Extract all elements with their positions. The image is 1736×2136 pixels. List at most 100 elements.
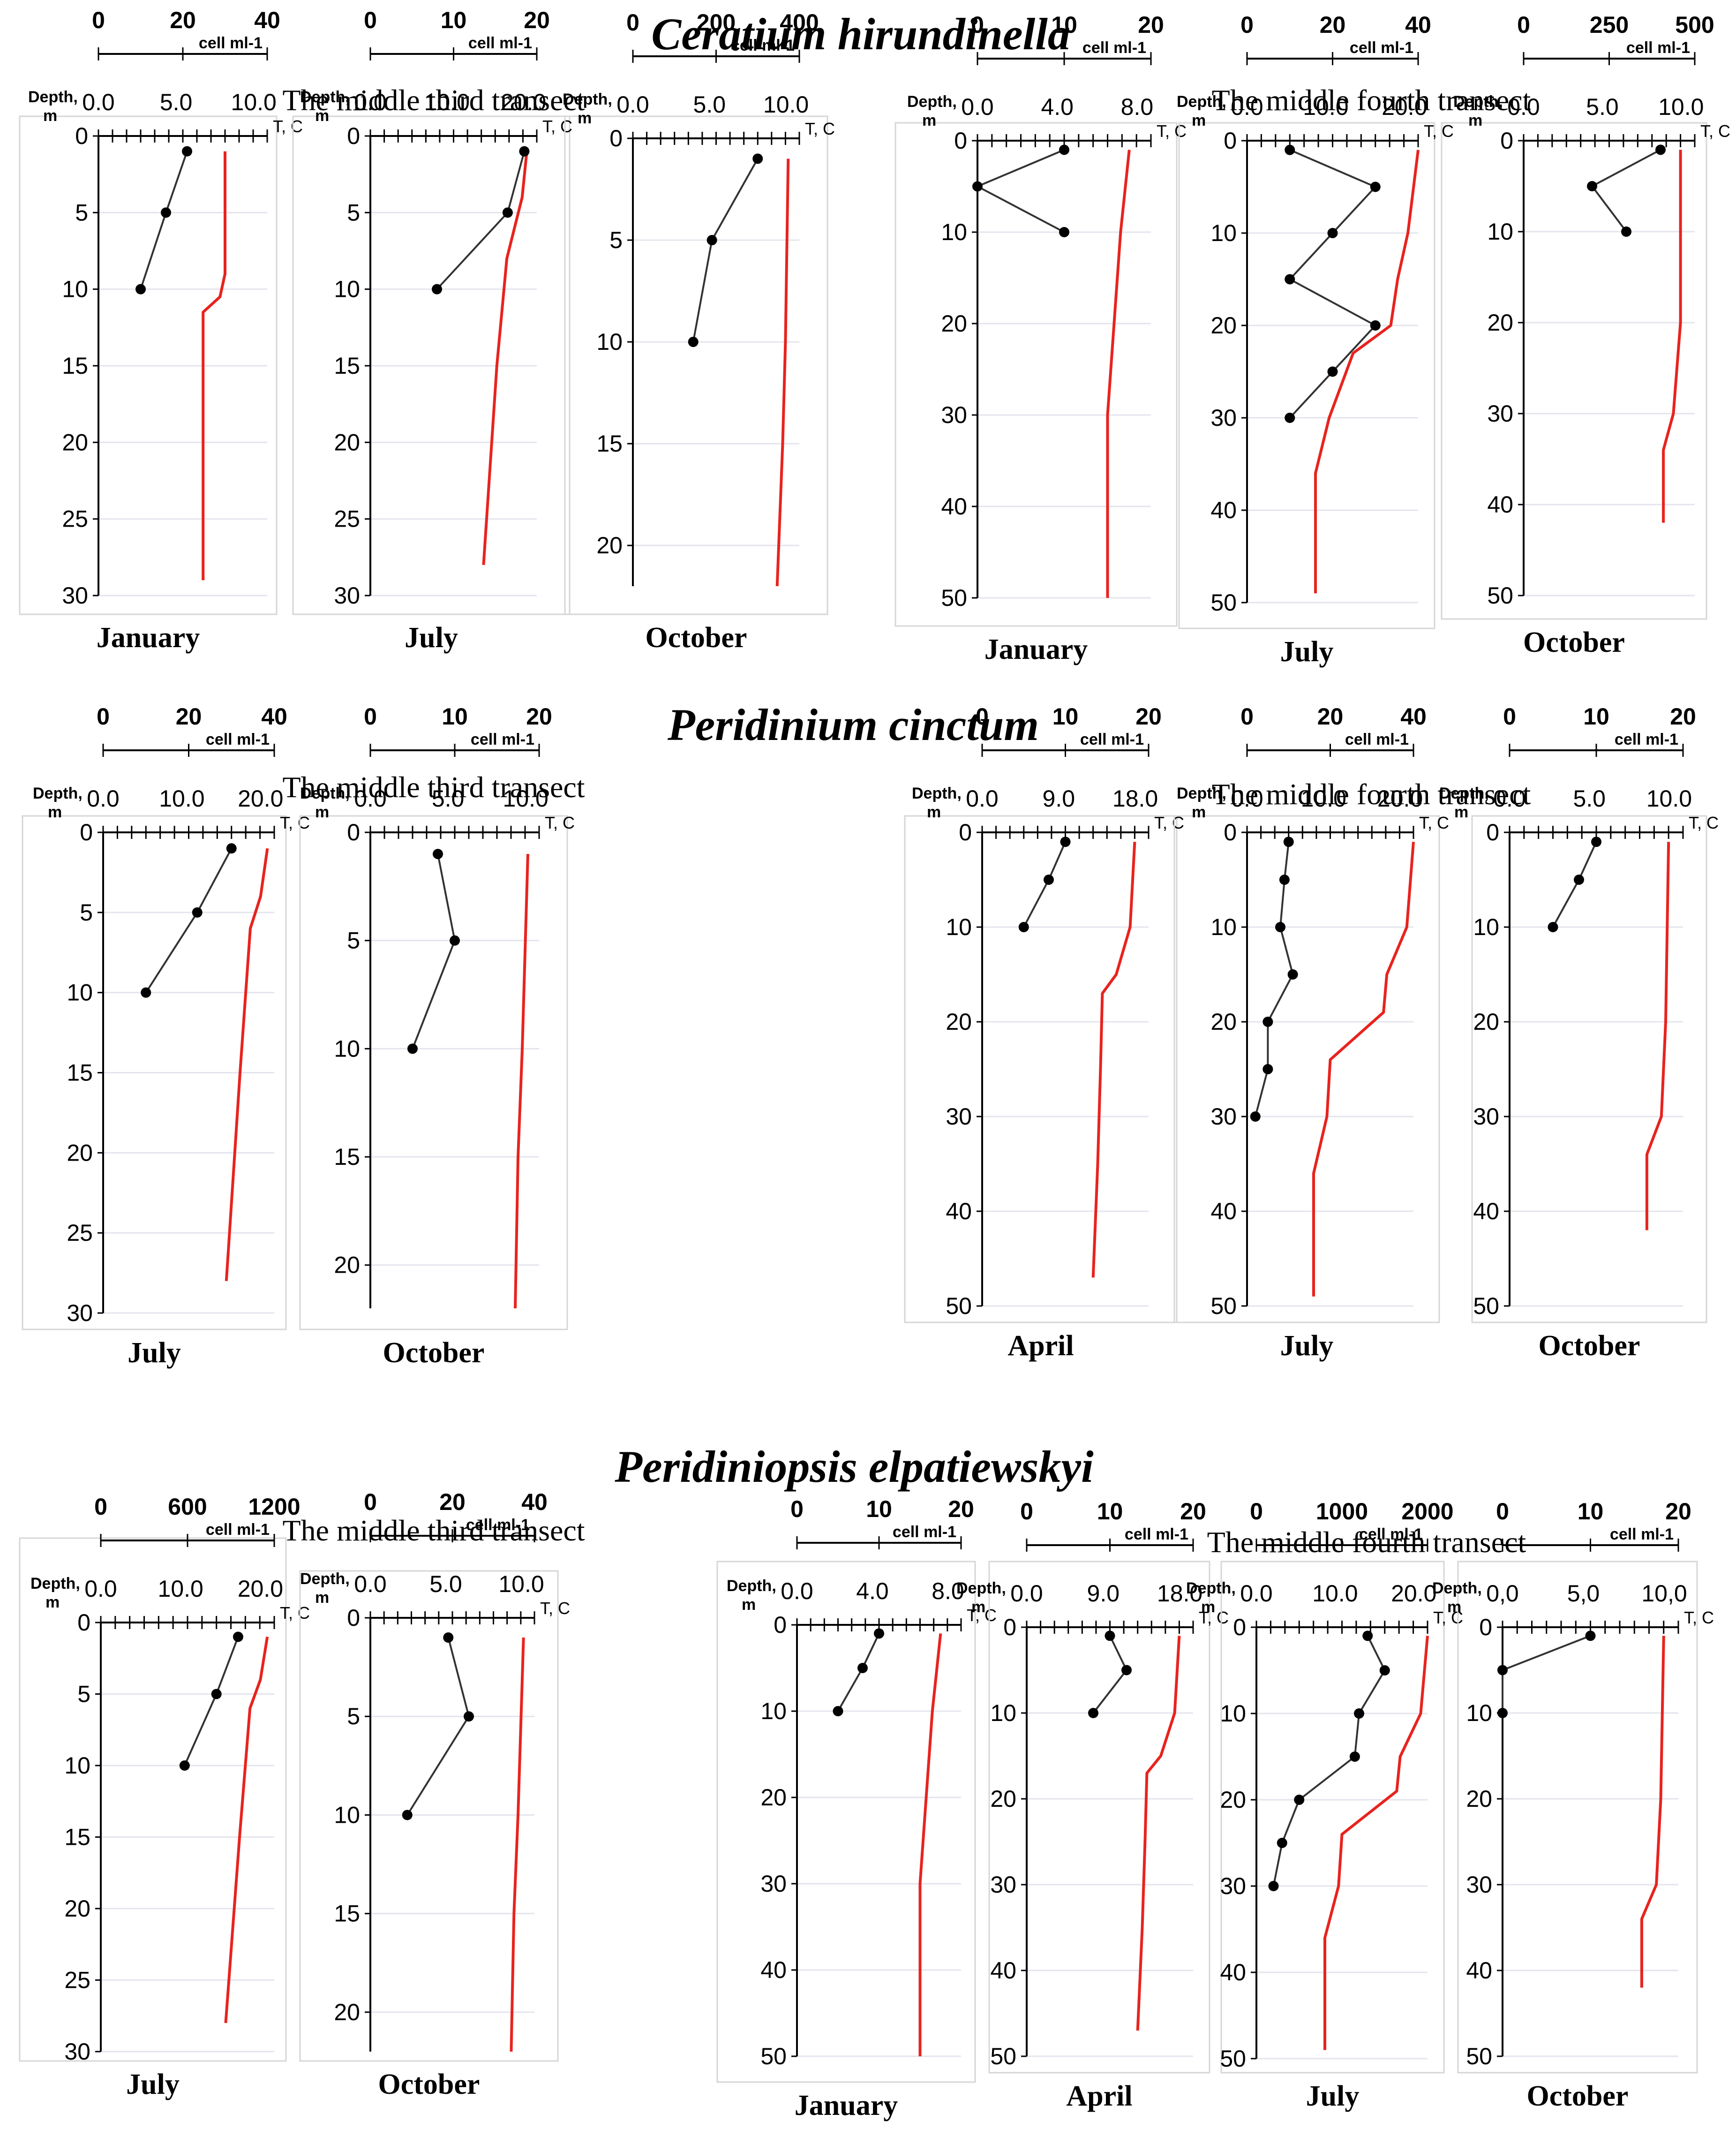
- cell-point: [1268, 1881, 1279, 1891]
- cell-profile: [183, 1636, 239, 1766]
- temperature-axis-label: T, C: [542, 117, 572, 136]
- cell-profile: [436, 151, 526, 290]
- cell-tick-label: 20: [526, 703, 552, 730]
- cell-tick-label: 20: [1138, 12, 1164, 38]
- transect-heading-1-0: The middle third transect: [282, 770, 585, 804]
- cell-tick-label: 0: [1240, 703, 1254, 730]
- depth-tick-label: 30: [334, 582, 360, 609]
- depth-tick-label: 0: [609, 125, 623, 151]
- cell-point: [1121, 1665, 1132, 1676]
- cell-point: [752, 153, 763, 164]
- cell-tick-label: 20: [1320, 12, 1346, 38]
- depth-tick-label: 50: [946, 1293, 972, 1319]
- temperature-tick-label: 5.0: [160, 89, 193, 115]
- panel-frame: [1173, 815, 1440, 1323]
- cell-point: [182, 146, 192, 157]
- depth-tick-label: 10: [62, 276, 88, 302]
- cell-tick-label: 40: [261, 703, 287, 730]
- depth-tick-label: 30: [1487, 400, 1513, 427]
- temperature-tick-label: 8.0: [932, 1578, 964, 1604]
- cell-profile: [1502, 1635, 1591, 1713]
- panel-frame: [299, 815, 568, 1330]
- cell-axis-label: cell ml-1: [1626, 39, 1690, 57]
- depth-tick-label: 25: [334, 506, 360, 532]
- temperature-tick-label: 5.0: [693, 91, 726, 118]
- cell-profile: [1590, 149, 1661, 233]
- depth-axis-unit: m: [971, 1598, 985, 1616]
- depth-tick-label: 5: [80, 899, 93, 926]
- depth-tick-label: 15: [334, 353, 360, 379]
- temperature-tick-label: 0.0: [87, 785, 120, 812]
- cell-profile: [140, 151, 188, 290]
- depth-tick-label: 0: [1224, 819, 1237, 845]
- depth-tick-label: 0: [77, 1609, 90, 1636]
- panel-frame: [299, 1570, 559, 2062]
- cell-point: [1044, 875, 1054, 885]
- depth-tick-label: 5: [609, 227, 623, 253]
- temperature-tick-label: 0.0: [354, 1571, 387, 1597]
- cell-axis-label: cell ml-1: [1359, 1525, 1423, 1543]
- depth-axis-label: Depth,: [1186, 1579, 1236, 1597]
- cell-tick-label: 0: [92, 7, 105, 33]
- transect-heading-2-1: The middle fourth transect: [1207, 1525, 1526, 1559]
- depth-tick-label: 0: [959, 819, 972, 845]
- cell-point: [519, 146, 530, 157]
- depth-tick-label: 0: [75, 123, 88, 149]
- temperature-tick-label: 9.0: [1043, 785, 1075, 812]
- depth-tick-label: 0: [954, 128, 967, 154]
- depth-tick-label: 20: [1210, 312, 1237, 339]
- cell-point: [443, 1632, 454, 1643]
- depth-tick-label: 25: [64, 1967, 90, 1993]
- cell-tick-label: 10: [441, 7, 467, 33]
- month-label: October: [1523, 626, 1625, 658]
- month-label: October: [646, 622, 747, 654]
- depth-tick-label: 20: [334, 429, 360, 455]
- depth-tick-label: 10: [941, 219, 967, 245]
- cell-point: [1283, 837, 1294, 847]
- temperature-tick-label: 10.0: [498, 1571, 544, 1597]
- cell-tick-label: 0: [1517, 12, 1530, 38]
- cell-tick-label: 20: [170, 7, 196, 33]
- panel-frame: [19, 1537, 287, 2062]
- depth-tick-label: 20: [62, 429, 88, 455]
- temperature-profile: [1662, 150, 1682, 523]
- cell-axis-label: cell ml-1: [1610, 1525, 1674, 1543]
- month-label: July: [1280, 1330, 1334, 1362]
- depth-axis-unit: m: [1447, 1598, 1461, 1616]
- depth-tick-label: 5: [347, 928, 360, 954]
- cell-point: [1285, 274, 1295, 285]
- temperature-axis-label: T, C: [280, 1603, 310, 1623]
- cell-profile: [692, 158, 759, 342]
- cell-axis-label: cell ml-1: [199, 34, 263, 52]
- cell-tick-label: 600: [168, 1494, 207, 1520]
- depth-tick-label: 0: [1003, 1614, 1016, 1640]
- temperature-tick-label: 0.0: [1240, 1580, 1273, 1607]
- cell-point: [1655, 144, 1666, 155]
- cell-tick-label: 0: [976, 703, 989, 730]
- cell-tick-label: 0: [1240, 12, 1254, 38]
- month-label: July: [126, 2068, 180, 2100]
- panel-frame: [988, 1561, 1210, 2074]
- transect-heading-1-1: The middle fourth transect: [1212, 777, 1531, 811]
- depth-axis-label: Depth,: [1432, 1579, 1482, 1597]
- depth-tick-label: 40: [1466, 1957, 1492, 1984]
- cell-point: [450, 935, 460, 946]
- depth-tick-label: 20: [990, 1786, 1016, 1812]
- temperature-tick-label: 0.0: [354, 785, 387, 812]
- temperature-axis-label: T, C: [1199, 1608, 1229, 1627]
- depth-axis-unit: m: [927, 803, 941, 821]
- cell-axis-label: cell ml-1: [731, 37, 795, 54]
- temperature-tick-label: 0.0: [966, 785, 999, 812]
- panel-frame: [904, 815, 1178, 1323]
- temperature-tick-label: 5,0: [1567, 1580, 1600, 1607]
- cell-profile: [975, 149, 1065, 233]
- cell-axis-label: cell ml-1: [468, 34, 532, 52]
- cell-point: [1349, 1751, 1360, 1762]
- cell-point: [1574, 875, 1584, 885]
